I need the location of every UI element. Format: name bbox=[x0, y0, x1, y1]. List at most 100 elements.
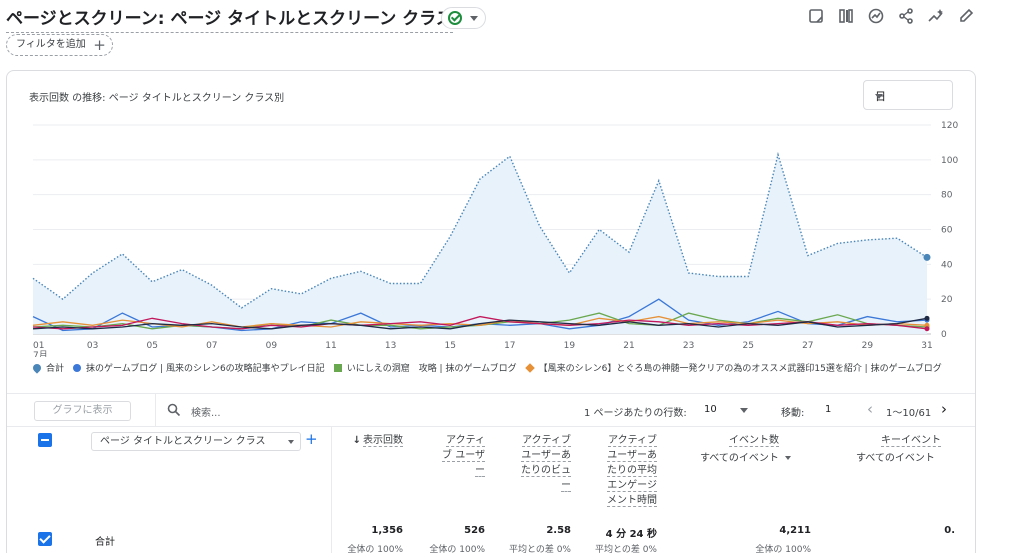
add-filter-label: フィルタを追加 bbox=[16, 39, 86, 50]
total-event-count: 4,211 bbox=[779, 525, 811, 536]
chart-title: 表示回数 の推移: ページ タイトルとスクリーン クラス別 bbox=[29, 93, 285, 104]
column-header-views[interactable]: ↓ 表示回数 bbox=[352, 435, 403, 447]
column-header-event-count[interactable]: イベント数 bbox=[729, 435, 779, 447]
total-views-per-user: 2.58 bbox=[546, 525, 571, 536]
status-chip[interactable] bbox=[441, 7, 486, 29]
legend-swatch-icon bbox=[333, 363, 342, 372]
table-toolbar: グラフに表示 検索... 1 ページあたりの行数: 10 移動: 1 ‹ 1〜1… bbox=[7, 393, 975, 427]
page-title: ページとスクリーン: ページ タイトルとスクリーン クラス bbox=[6, 4, 453, 33]
plus-icon: + bbox=[93, 36, 106, 54]
series-area bbox=[33, 154, 927, 334]
total-active-users: 526 bbox=[464, 525, 485, 536]
column-header-active-users[interactable]: アクティ ブ ユーザ ー bbox=[442, 435, 485, 477]
column-divider bbox=[331, 427, 332, 553]
series-line bbox=[32, 315, 928, 330]
x-tick-label: 09 bbox=[266, 341, 278, 351]
column-header-views-per-user[interactable]: アクティブ ユーザーあ たりのビュ ー bbox=[521, 435, 571, 492]
rows-per-page-select[interactable]: 10 bbox=[704, 404, 717, 415]
granularity-select[interactable]: 日 bbox=[863, 80, 953, 110]
key-event-filter-select[interactable]: すべてのイベント bbox=[856, 453, 935, 464]
legend-item[interactable]: いにしえの洞窟 攻略 | 抹のゲームブログ bbox=[333, 361, 517, 374]
legend-swatch-icon bbox=[31, 361, 43, 374]
report-toolbar bbox=[806, 6, 976, 26]
dimension-select[interactable]: ページ タイトルとスクリーン クラス bbox=[91, 432, 301, 451]
x-tick-label: 01 bbox=[33, 341, 44, 351]
legend-swatch-icon bbox=[73, 363, 82, 372]
total-views: 1,356 bbox=[371, 525, 403, 536]
total-active-users-share: 全体の 100% bbox=[429, 545, 485, 553]
series-line bbox=[32, 317, 928, 330]
series-line bbox=[32, 315, 928, 328]
goto-label: 移動: bbox=[781, 408, 805, 419]
note-icon[interactable] bbox=[806, 6, 826, 26]
total-views-per-user-diff: 平均との差 0% bbox=[508, 545, 571, 553]
y-tick-label: 20 bbox=[941, 295, 953, 305]
total-avg-engagement-diff: 平均との差 0% bbox=[594, 545, 657, 553]
x-tick-label: 17 bbox=[504, 341, 515, 351]
check-circle-icon bbox=[448, 11, 462, 25]
insights-icon[interactable] bbox=[866, 6, 886, 26]
legend-item[interactable]: 抹のゲームブログ | 風来のシレン6の攻略記事やプレイ日記 bbox=[73, 361, 325, 374]
share-icon[interactable] bbox=[896, 6, 916, 26]
y-tick-label: 80 bbox=[941, 191, 953, 201]
rows-per-page-label: 1 ページあたりの行数: bbox=[584, 408, 687, 419]
total-avg-engagement: 4 分 24 秒 bbox=[605, 529, 657, 540]
column-header-key-events[interactable]: キーイベント bbox=[881, 435, 941, 447]
legend-label: 抹のゲームブログ | 風来のシレン6の攻略記事やプレイ日記 bbox=[86, 364, 325, 374]
report-header: ページとスクリーン: ページ タイトルとスクリーン クラス フィルタを追加 + bbox=[0, 0, 1024, 64]
dimension-label: ページ タイトルとスクリーン クラス bbox=[100, 436, 266, 447]
x-tick-label: 31 bbox=[921, 341, 932, 351]
series-end-marker bbox=[924, 322, 930, 328]
x-tick-label: 29 bbox=[862, 341, 874, 351]
prev-page-icon[interactable]: ‹ bbox=[867, 400, 873, 418]
chevron-down-icon bbox=[288, 440, 294, 444]
select-all-checkbox[interactable] bbox=[38, 433, 52, 447]
total-event-count-share: 全体の 100% bbox=[755, 545, 811, 553]
legend-label: 【風来のシレン6】とぐろ島の神髄一発クリアの為のオススメ武器印15選を紹介 | … bbox=[538, 364, 942, 374]
legend-swatch-icon bbox=[524, 362, 535, 373]
chevron-down-icon bbox=[784, 456, 791, 460]
y-tick-label: 100 bbox=[941, 156, 958, 166]
plot-rows-button[interactable]: グラフに表示 bbox=[34, 401, 131, 421]
next-page-icon[interactable]: › bbox=[941, 400, 947, 418]
x-tick-label: 21 bbox=[623, 341, 634, 351]
search-icon[interactable] bbox=[167, 403, 181, 417]
y-tick-label: 0 bbox=[941, 330, 947, 340]
y-tick-label: 40 bbox=[941, 260, 953, 270]
add-filter-button[interactable]: フィルタを追加 + bbox=[6, 34, 113, 56]
total-views-share: 全体の 100% bbox=[347, 545, 403, 553]
legend-label: 合計 bbox=[46, 364, 65, 374]
chevron-down-icon[interactable] bbox=[740, 408, 748, 413]
x-tick-label: 07 bbox=[206, 341, 217, 351]
x-tick-label: 15 bbox=[444, 341, 455, 351]
legend-label: いにしえの洞窟 攻略 | 抹のゲームブログ bbox=[346, 364, 517, 374]
line-chart: 0 20 40 60 80 100 120 01 03 05 07 09 11 13 15 17 19 21 23 2… bbox=[32, 121, 958, 357]
x-sub-label: 7月 bbox=[33, 350, 48, 357]
divider bbox=[155, 394, 156, 427]
edit-icon[interactable] bbox=[956, 6, 976, 26]
x-tick-label: 11 bbox=[325, 341, 336, 351]
search-input[interactable]: 検索... bbox=[191, 408, 221, 419]
row-checkbox[interactable] bbox=[38, 532, 52, 546]
x-tick-label: 25 bbox=[742, 341, 753, 351]
total-key-events: 0. bbox=[944, 525, 955, 536]
sparkle-icon[interactable] bbox=[926, 6, 946, 26]
column-header-avg-engagement[interactable]: アクティブ ユーザーあ たりの平均 エンゲージ メント時間 bbox=[607, 435, 657, 507]
chevron-down-icon bbox=[470, 16, 478, 21]
goto-page-input[interactable]: 1 bbox=[825, 404, 832, 415]
y-tick-label: 120 bbox=[941, 121, 958, 131]
x-tick-label: 13 bbox=[385, 341, 396, 351]
y-tick-label: 60 bbox=[941, 226, 953, 236]
add-dimension-button[interactable]: + bbox=[305, 430, 318, 448]
series-line-total bbox=[32, 151, 928, 309]
sort-down-icon: ↓ bbox=[352, 435, 361, 446]
x-tick-label: 03 bbox=[87, 341, 98, 351]
x-tick-label: 27 bbox=[802, 341, 813, 351]
legend-item[interactable]: 合計 bbox=[31, 361, 65, 374]
chevron-down-icon bbox=[875, 94, 883, 99]
legend-item[interactable]: 【風来のシレン6】とぐろ島の神髄一発クリアの為のオススメ武器印15選を紹介 | … bbox=[524, 361, 942, 374]
x-tick-label: 19 bbox=[564, 341, 576, 351]
x-tick-label: 23 bbox=[683, 341, 694, 351]
event-filter-select[interactable]: すべてのイベント bbox=[700, 449, 791, 464]
compare-icon[interactable] bbox=[836, 6, 856, 26]
